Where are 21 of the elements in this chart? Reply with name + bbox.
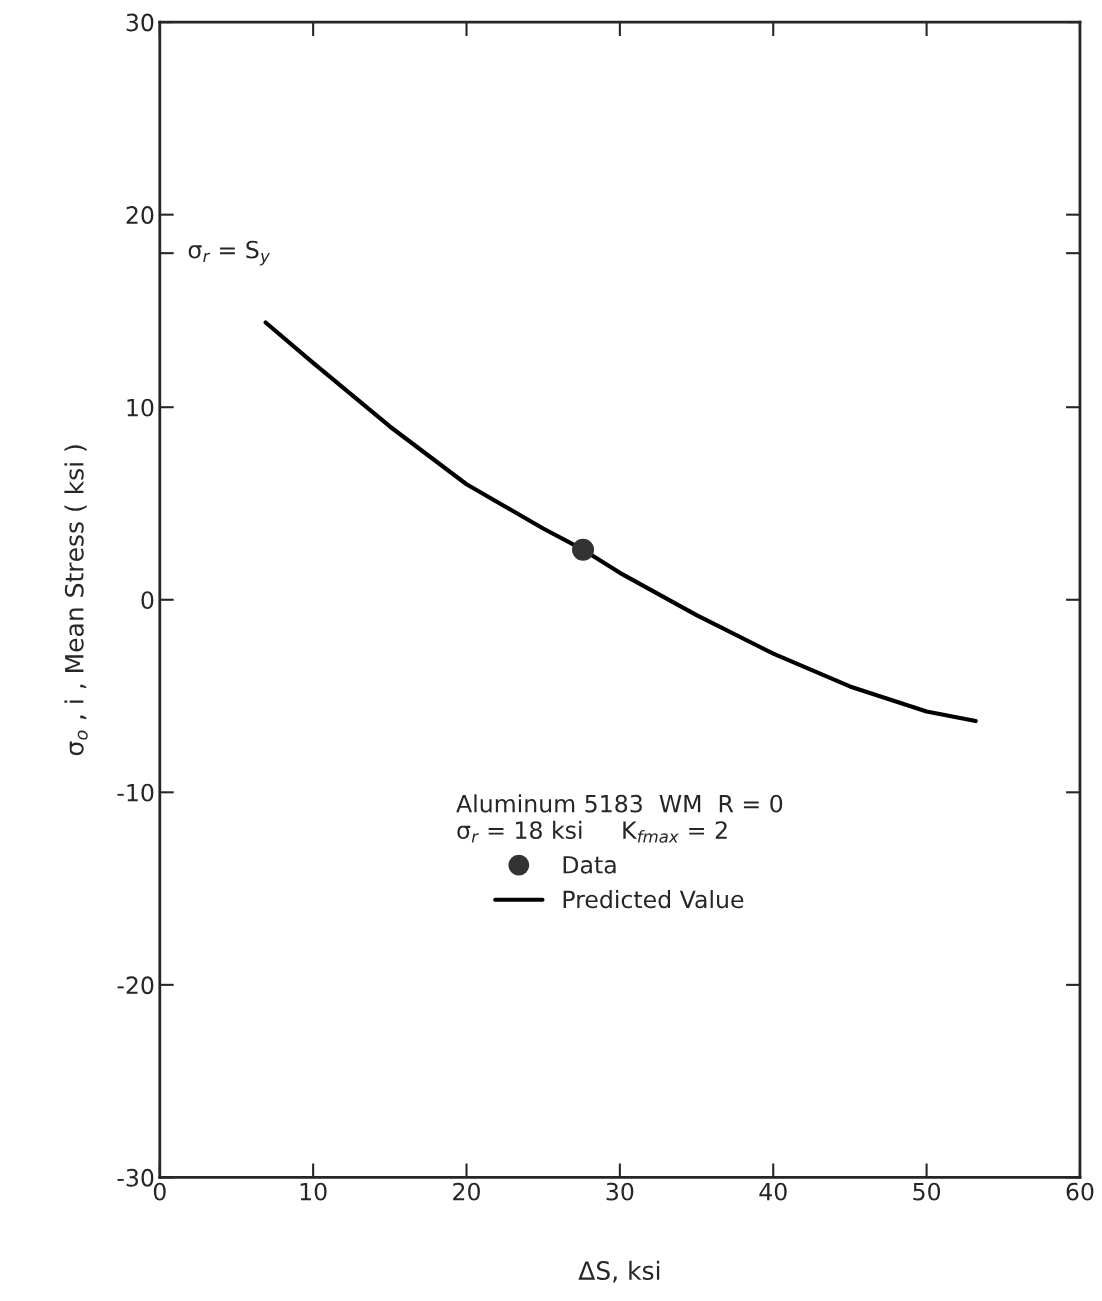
x-tick-label: 40	[759, 1182, 787, 1201]
y-tick-label: -10	[117, 783, 154, 802]
y-tick-label: 20	[126, 206, 154, 224]
x-tick-label: 50	[913, 1182, 941, 1201]
y-tick-label: 0	[141, 591, 154, 610]
line-series	[263, 320, 978, 724]
legend-label: Predicted Value	[563, 890, 744, 909]
x-tick-label: 30	[606, 1182, 634, 1201]
x-axis-title: ΔS, ksi	[578, 1260, 660, 1283]
y-tick-label: 30	[126, 13, 154, 32]
x-tick-label: 10	[300, 1182, 327, 1201]
legend-title: Aluminum 5183 WM R = 0 σ$_{r}$ = 18 ksi K$_{fmax}$ = 2	[456, 794, 783, 843]
x-tick-label: 0	[153, 1182, 166, 1201]
y-tick-label: -30	[117, 1168, 154, 1187]
annotation: σ$_{r}$ = S$_{y}$	[188, 240, 270, 266]
legend-label: Data	[563, 856, 616, 874]
x-tick-label: 60	[1066, 1182, 1094, 1201]
y-tick-label: 10	[127, 398, 154, 417]
y-tick-label: -20	[117, 976, 154, 995]
x-tick-label: 20	[453, 1182, 480, 1201]
y-axis-title: σ$_{o}$ , i , Mean Stress ( ksi )	[64, 445, 88, 756]
